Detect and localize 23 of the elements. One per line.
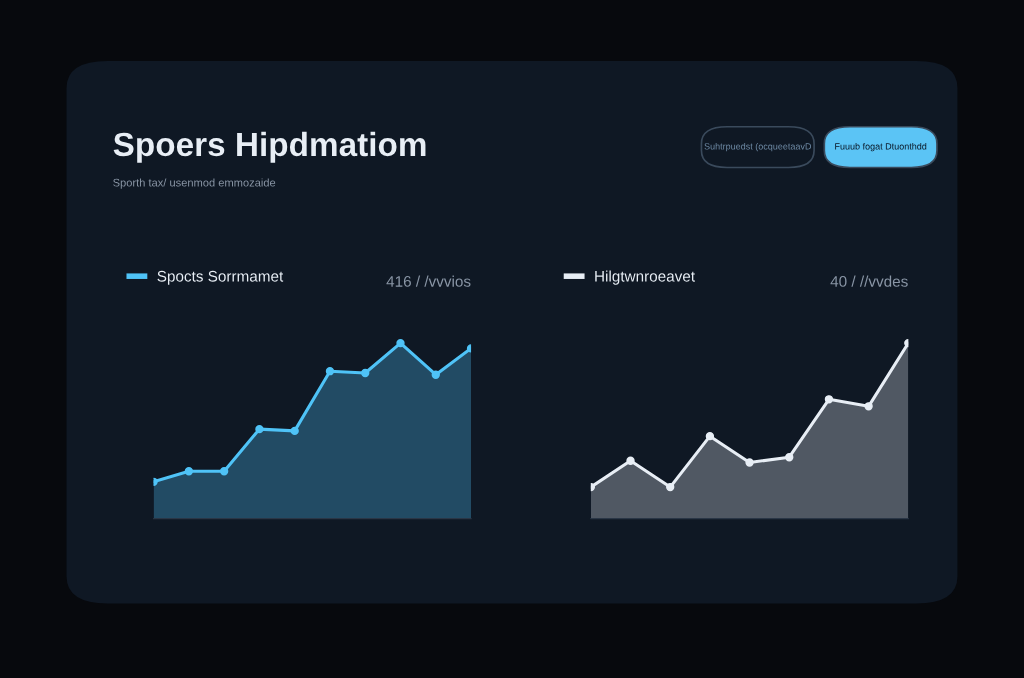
point bbox=[184, 467, 194, 476]
point bbox=[745, 458, 754, 467]
point bbox=[325, 367, 335, 376]
point bbox=[361, 368, 370, 378]
point bbox=[864, 402, 873, 411]
text: 416 / /vvvios bbox=[386, 275, 471, 287]
text: 40 / //vvdes bbox=[830, 275, 908, 287]
point bbox=[431, 370, 440, 379]
point bbox=[290, 426, 299, 436]
legend-label: Spocts Sorrmamet bbox=[157, 270, 284, 285]
point bbox=[785, 453, 794, 462]
legend-label: Hilgtwnroeavet bbox=[595, 270, 695, 285]
point bbox=[824, 395, 834, 404]
point bbox=[666, 482, 675, 492]
point bbox=[626, 456, 635, 465]
point bbox=[255, 424, 264, 434]
point bbox=[396, 338, 405, 348]
text: Suhtrpuedst (ocqueetaavD bbox=[704, 142, 812, 152]
point bbox=[219, 467, 229, 476]
chart-title: Spoers Hipdmatiom bbox=[113, 131, 426, 163]
point bbox=[705, 431, 715, 441]
chart-subtitle: Sporth tax/ usenmod emmozaide bbox=[113, 178, 276, 189]
text: Fuuub fogat Dtuonthdd bbox=[835, 142, 927, 152]
